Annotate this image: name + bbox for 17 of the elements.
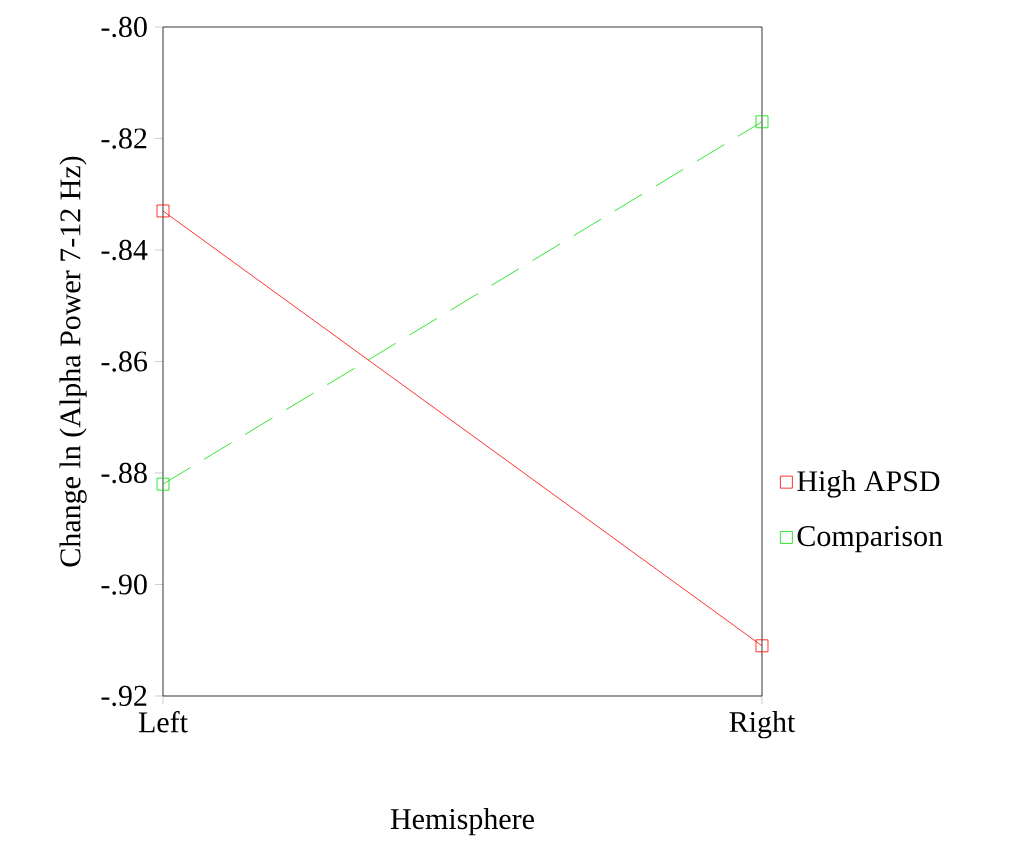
point: [755, 115, 769, 129]
point: [755, 639, 769, 653]
y-axis-title: Change ln (Alpha Power 7-12 Hz): [59, 156, 87, 567]
x-tick-label: Right: [729, 711, 796, 739]
y-tick-label: -.90: [101, 574, 147, 595]
point: [156, 477, 170, 491]
y-tick-label: -.84: [101, 239, 148, 261]
x-tick-label: Left: [138, 711, 188, 733]
point: [156, 204, 170, 218]
y-tick-label: -.92: [101, 685, 147, 707]
legend-label: Comparison: [797, 526, 943, 553]
y-tick-label: -.88: [101, 462, 147, 484]
y-tick-label: -.82: [101, 128, 147, 149]
legend-label: High APSD: [797, 470, 940, 498]
x-axis-title: Hemisphere: [390, 808, 534, 836]
y-tick-label: -.80: [101, 16, 147, 38]
y-tick-label: -.86: [101, 351, 148, 372]
